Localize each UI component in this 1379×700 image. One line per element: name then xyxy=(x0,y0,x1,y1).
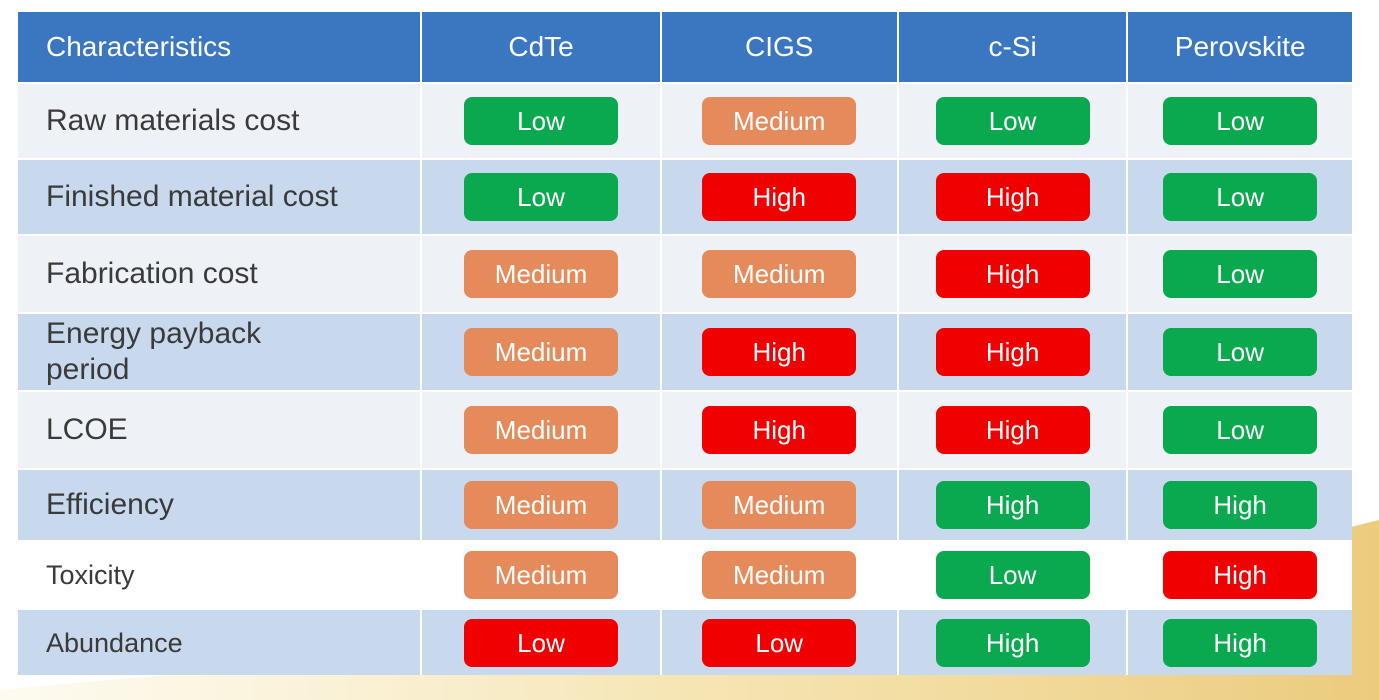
rating-cell: Low xyxy=(1127,158,1352,235)
table-row: Finished material cost Low High High Low xyxy=(18,158,1352,235)
row-label: Raw materials cost xyxy=(18,82,423,159)
table-row: LCOE Medium High High Low xyxy=(18,390,1352,469)
rating-cell: Medium xyxy=(421,390,662,469)
rating-cell: Low xyxy=(421,82,662,159)
rating-badge: High xyxy=(935,481,1090,529)
rating-cell: High xyxy=(1127,540,1352,609)
row-label: Fabrication cost xyxy=(18,234,423,313)
rating-cell: Low xyxy=(421,158,662,235)
rating-badge: Low xyxy=(1163,250,1318,298)
rating-cell: Medium xyxy=(660,540,899,609)
table-row: Fabrication cost Medium Medium High Low xyxy=(18,234,1352,313)
rating-cell: Low xyxy=(421,608,662,675)
rating-badge: High xyxy=(1163,618,1318,667)
rating-badge: Medium xyxy=(702,551,857,599)
rating-badge: High xyxy=(935,173,1090,221)
rating-badge: Medium xyxy=(464,250,619,298)
table-row: Raw materials cost Low Medium Low Low xyxy=(18,82,1352,159)
rating-badge: High xyxy=(935,618,1090,667)
header-c-si: c-Si xyxy=(897,12,1129,83)
rating-badge: Low xyxy=(1163,97,1318,145)
rating-badge: High xyxy=(1163,551,1318,599)
rating-badge: Low xyxy=(1163,406,1318,454)
rating-badge: High xyxy=(935,250,1090,298)
rating-cell: High xyxy=(1127,608,1352,675)
rating-cell: Low xyxy=(1127,234,1352,313)
header-characteristics: Characteristics xyxy=(18,12,423,83)
rating-badge: Low xyxy=(1163,328,1318,376)
table-row: Toxicity Medium Medium Low High xyxy=(18,540,1352,609)
rating-cell: Medium xyxy=(421,468,662,541)
rating-cell: High xyxy=(660,312,899,391)
table-row: Efficiency Medium Medium High High xyxy=(18,468,1352,541)
rating-cell: Low xyxy=(1127,312,1352,391)
comparison-table: Characteristics CdTe CIGS c-Si Perovskit… xyxy=(18,12,1352,675)
rating-cell: High xyxy=(897,312,1129,391)
rating-badge: Medium xyxy=(464,328,619,376)
table-row: Abundance Low Low High High xyxy=(18,608,1352,675)
row-label: LCOE xyxy=(18,390,423,469)
rating-badge: Medium xyxy=(464,551,619,599)
rating-cell: Medium xyxy=(660,82,899,159)
rating-badge: Low xyxy=(702,618,857,667)
rating-badge: High xyxy=(935,328,1090,376)
row-label: Energy payback period xyxy=(18,312,423,391)
rating-cell: Low xyxy=(1127,82,1352,159)
rating-badge: Medium xyxy=(702,97,857,145)
rating-badge: Low xyxy=(935,97,1090,145)
header-cigs: CIGS xyxy=(660,12,899,83)
row-label: Abundance xyxy=(18,608,423,675)
header-cdte: CdTe xyxy=(421,12,662,83)
rating-cell: Medium xyxy=(660,468,899,541)
rating-cell: High xyxy=(660,390,899,469)
header-row: Characteristics CdTe CIGS c-Si Perovskit… xyxy=(18,12,1352,83)
rating-badge: Low xyxy=(464,618,619,667)
table-row: Energy payback period Medium High High Low xyxy=(18,312,1352,391)
rating-badge: Low xyxy=(1163,173,1318,221)
rating-badge: High xyxy=(702,406,857,454)
row-label: Efficiency xyxy=(18,468,423,541)
rating-badge: High xyxy=(702,328,857,376)
rating-badge: Medium xyxy=(702,250,857,298)
rating-cell: High xyxy=(660,158,899,235)
rating-cell: High xyxy=(897,234,1129,313)
rating-cell: Low xyxy=(660,608,899,675)
row-label: Finished material cost xyxy=(18,158,423,235)
rating-badge: Low xyxy=(935,551,1090,599)
rating-badge: High xyxy=(935,406,1090,454)
rating-cell: High xyxy=(897,608,1129,675)
row-label: Toxicity xyxy=(18,540,423,609)
rating-cell: Low xyxy=(897,82,1129,159)
rating-cell: High xyxy=(897,158,1129,235)
rating-cell: Medium xyxy=(421,234,662,313)
rating-cell: High xyxy=(897,468,1129,541)
rating-cell: High xyxy=(897,390,1129,469)
rating-cell: Low xyxy=(1127,390,1352,469)
rating-cell: Medium xyxy=(421,312,662,391)
rating-badge: Medium xyxy=(702,481,857,529)
rating-badge: Low xyxy=(464,97,619,145)
rating-cell: High xyxy=(1127,468,1352,541)
rating-badge: High xyxy=(1163,481,1318,529)
rating-badge: Medium xyxy=(464,406,619,454)
rating-cell: Medium xyxy=(421,540,662,609)
rating-badge: Medium xyxy=(464,481,619,529)
rating-cell: Low xyxy=(897,540,1129,609)
header-perovskite: Perovskite xyxy=(1174,31,1306,62)
rating-cell: Medium xyxy=(660,234,899,313)
rating-badge: High xyxy=(702,173,857,221)
rating-badge: Low xyxy=(464,173,619,221)
